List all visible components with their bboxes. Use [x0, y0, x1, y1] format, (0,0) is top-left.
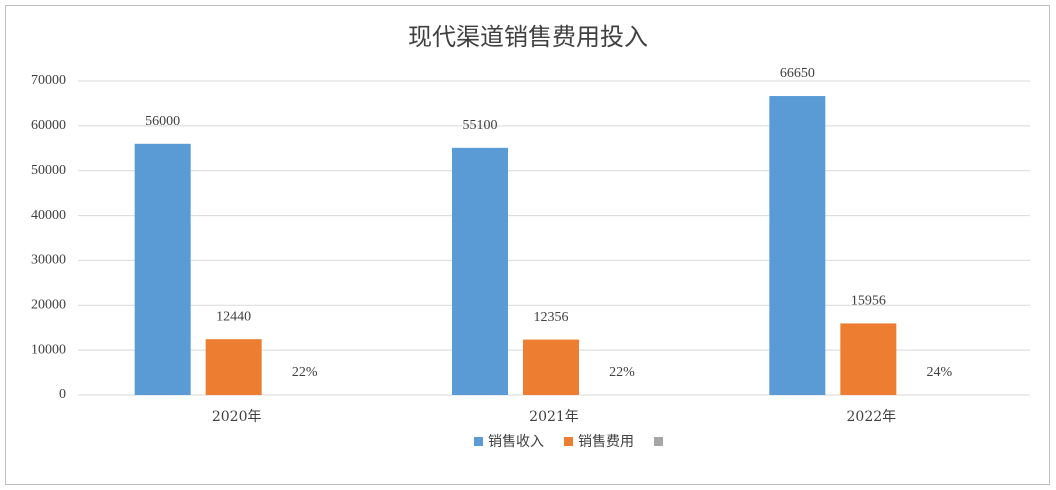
y-tick-label: 20000	[31, 298, 66, 313]
y-tick-label: 40000	[31, 208, 66, 223]
legend-swatch	[654, 437, 663, 446]
data-label: 22%	[609, 365, 635, 380]
x-tick-label: 2022年	[847, 409, 897, 425]
data-label: 56000	[145, 114, 180, 129]
legend-label: 销售费用	[578, 434, 634, 450]
y-tick-label: 0	[59, 387, 66, 402]
bar	[523, 339, 579, 395]
legend-label: 销售收入	[488, 434, 544, 450]
data-label: 55100	[463, 118, 498, 133]
bar	[840, 323, 897, 395]
legend-swatch	[474, 437, 483, 446]
data-label: 12440	[216, 309, 251, 324]
data-label: 22%	[292, 365, 318, 380]
data-label: 12356	[534, 310, 569, 325]
y-tick-label: 30000	[31, 253, 66, 268]
y-tick-label: 60000	[31, 118, 66, 133]
data-label: 15956	[851, 294, 886, 309]
bar	[769, 96, 826, 395]
data-label: 24%	[926, 365, 952, 380]
chart-title: 现代渠道销售费用投入	[408, 23, 648, 51]
y-tick-label: 10000	[31, 342, 66, 357]
bar	[452, 147, 508, 395]
x-tick-label: 2020年	[212, 409, 262, 425]
y-tick-label: 70000	[31, 73, 66, 88]
data-label: 66650	[780, 66, 815, 81]
x-tick-label: 2021年	[529, 409, 579, 425]
bar	[134, 143, 191, 395]
y-tick-label: 50000	[31, 163, 66, 178]
bar	[205, 339, 262, 395]
legend-swatch	[564, 437, 573, 446]
